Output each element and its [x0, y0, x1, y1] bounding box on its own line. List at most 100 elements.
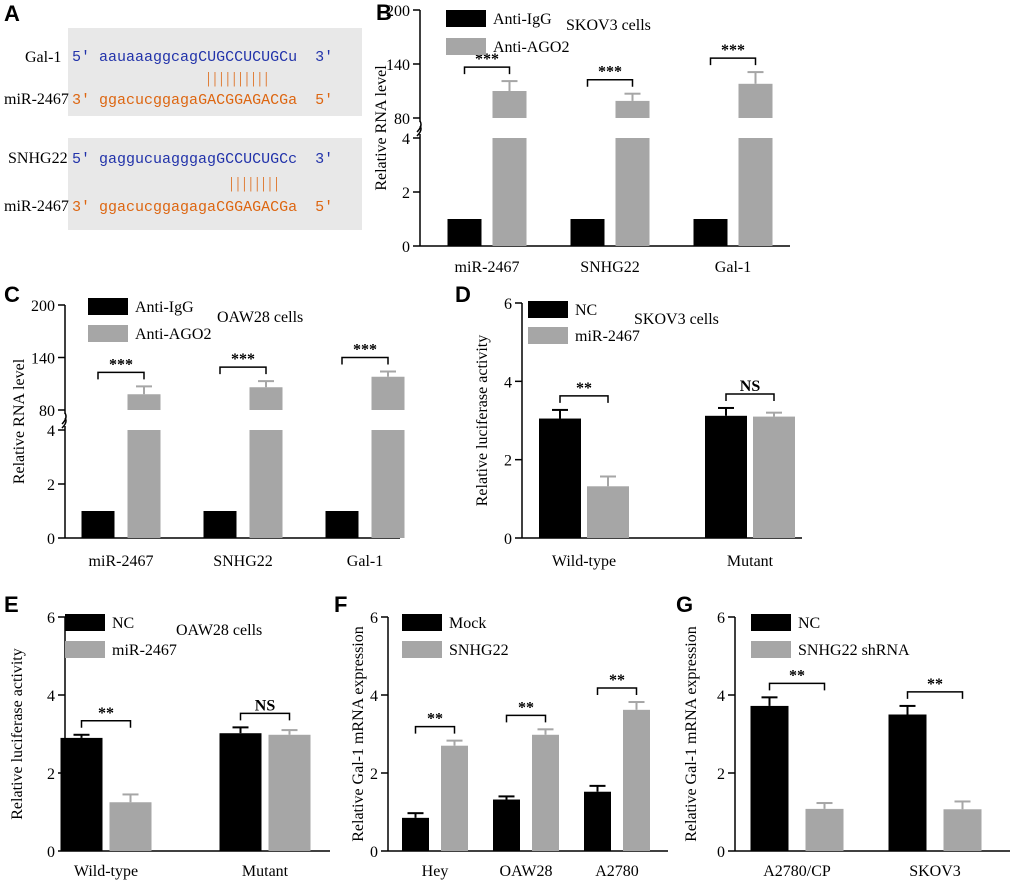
- bar-snhg22: [532, 734, 559, 851]
- mir2-5prime: 5': [315, 199, 333, 216]
- legend-label: NC: [112, 615, 134, 632]
- bar-anti-ago2: [492, 91, 527, 118]
- bar-anti-ago2-lower: [127, 430, 161, 538]
- y-tick-label: 4: [402, 131, 410, 148]
- significance-bracket: [97, 371, 145, 380]
- bar-anti-ago2-lower: [615, 138, 650, 246]
- bar-anti-ago2-lower: [371, 430, 405, 538]
- significance-label: ***: [109, 356, 133, 373]
- bar-mock: [402, 817, 429, 851]
- y-tick-label: 200: [386, 3, 410, 20]
- mir2467-name-1: miR-2467: [4, 91, 69, 108]
- x-tick-label: SNHG22: [580, 259, 640, 276]
- legend-label: SNHG22: [449, 642, 509, 659]
- bar-mock: [584, 791, 611, 851]
- significance-label: NS: [740, 378, 761, 395]
- significance-bracket: [709, 57, 757, 66]
- x-tick-label: SKOV3: [909, 863, 961, 880]
- legend-swatch: [751, 614, 791, 631]
- significance-label: **: [927, 676, 943, 693]
- y-tick-label: 4: [47, 423, 55, 440]
- mir2-3prime: 3': [72, 199, 90, 216]
- significance-label: **: [98, 705, 114, 722]
- legend-label: Anti-AGO2: [493, 39, 569, 56]
- significance-label: **: [518, 699, 534, 716]
- significance-bracket: [341, 356, 389, 365]
- significance-label: ***: [353, 342, 377, 359]
- mir2-tail: a: [288, 199, 297, 216]
- gal1-name: Gal-1: [25, 49, 61, 66]
- significance-bracket: [596, 687, 638, 696]
- significance-label: **: [789, 667, 805, 684]
- significance-bracket: [239, 712, 291, 721]
- legend-swatch: [88, 298, 128, 315]
- axis-break-mark: [416, 120, 422, 133]
- y-tick-label: 140: [31, 351, 55, 368]
- x-tick-label: Wild-type: [74, 863, 138, 880]
- bar-anti-ago2: [738, 83, 773, 118]
- y-tick-label: 140: [386, 57, 410, 74]
- panel-c: C 0 2 4 80 140 200 Relative RNA level *** miR-246…: [4, 282, 405, 570]
- chart-title: OAW28 cells: [176, 622, 262, 639]
- significance-label: ***: [475, 51, 499, 68]
- panel-a: A Gal-1 5' aauaaaggcagCUGCCUCUGCu 3' |||…: [4, 1, 362, 230]
- bar-mir-2467: [109, 802, 152, 851]
- y-tick-label: 2: [370, 766, 378, 783]
- y-tick-label: 0: [47, 531, 55, 548]
- legend-label: NC: [798, 615, 820, 632]
- bar-nc: [750, 705, 789, 851]
- gal1-sequence: 5' aauaaaggcagCUGCCUCUGCu 3': [72, 49, 333, 66]
- y-axis-label: Relative Gal-1 mRNA expression: [683, 626, 700, 842]
- y-tick-label: 6: [47, 610, 55, 627]
- y-tick-label: 200: [31, 298, 55, 315]
- y-tick-label: 4: [370, 688, 378, 705]
- bar-anti-igg: [447, 219, 482, 246]
- bar-mir-2467: [753, 416, 795, 538]
- legend-label: miR-2467: [575, 328, 640, 345]
- bar-anti-ago2: [615, 100, 650, 118]
- legend-label: Anti-IgG: [493, 11, 552, 28]
- x-tick-label: Gal-1: [347, 553, 383, 570]
- y-tick-label: 0: [47, 844, 55, 861]
- y-tick-label: 80: [394, 111, 410, 128]
- legend-label: Mock: [449, 615, 486, 632]
- bar-anti-ago2: [371, 376, 405, 410]
- bar-mock: [493, 799, 520, 851]
- significance-bracket: [505, 714, 547, 723]
- panel-d: D 0 2 4 6 Relative luciferase activity ** Wild-…: [455, 282, 802, 570]
- bar-anti-igg: [570, 219, 605, 246]
- x-tick-label: miR-2467: [455, 259, 520, 276]
- bar-anti-ago2: [127, 394, 161, 410]
- significance-bracket: [559, 395, 609, 403]
- gal1-upper: CUGCCUCUGC: [198, 49, 288, 66]
- significance-label: ***: [721, 42, 745, 59]
- legend-swatch: [88, 325, 128, 342]
- legend-swatch: [65, 641, 105, 658]
- y-axis-label: Relative RNA level: [11, 358, 28, 484]
- gal1-lower: aauaaaggcag: [99, 49, 198, 66]
- bar-anti-ago2-lower: [738, 138, 773, 246]
- sequence-box-1: [68, 28, 362, 116]
- bar-nc: [888, 714, 927, 851]
- snhg-3prime: 3': [315, 151, 333, 168]
- bar-anti-igg: [693, 219, 728, 246]
- base-pairs-2: ||||||||: [230, 175, 281, 192]
- y-axis-label: Relative Gal-1 mRNA expression: [350, 626, 367, 842]
- y-tick-label: 2: [717, 766, 725, 783]
- panel-label-d: D: [455, 282, 471, 307]
- legend-label: Anti-IgG: [135, 299, 194, 316]
- significance-bracket: [725, 393, 775, 401]
- bar-snhg22-shrna: [943, 809, 982, 851]
- mir2-upper: CGGAGACG: [216, 199, 288, 216]
- snhg-5prime: 5': [72, 151, 90, 168]
- snhg-upper: GCCUCUGC: [216, 151, 288, 168]
- sequence-box-2: [68, 138, 362, 230]
- y-tick-label: 4: [47, 688, 55, 705]
- bar-snhg22: [623, 709, 650, 851]
- mir2467-sequence-1: 3' ggacucggagaGACGGAGACGa 5': [72, 92, 333, 109]
- mir-5prime: 5': [315, 92, 333, 109]
- significance-label: **: [427, 711, 443, 728]
- panel-label-e: E: [4, 592, 19, 617]
